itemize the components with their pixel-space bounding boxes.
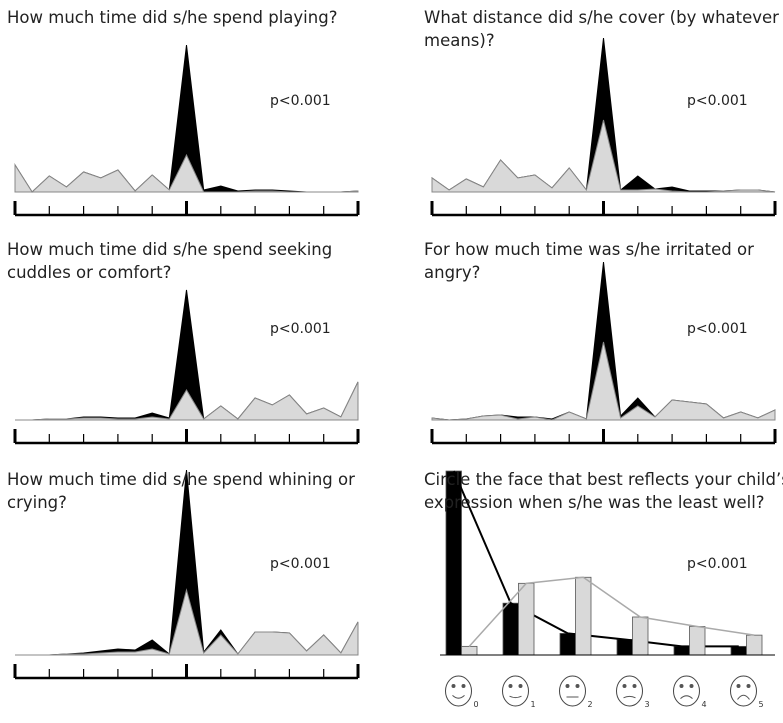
bar bbox=[731, 646, 747, 655]
x-tick-label: 0 bbox=[474, 700, 479, 709]
face-icon bbox=[560, 676, 586, 706]
face-icon bbox=[617, 676, 643, 706]
bar bbox=[747, 635, 763, 655]
bar bbox=[617, 639, 633, 655]
bar bbox=[576, 577, 592, 655]
face-eye bbox=[576, 684, 580, 688]
p-value: p<0.001 bbox=[270, 93, 331, 109]
face-icon bbox=[503, 676, 529, 706]
x-tick-label: 2 bbox=[588, 700, 593, 709]
p-value: p<0.001 bbox=[270, 556, 331, 572]
face-eye bbox=[633, 684, 637, 688]
p-value: p<0.001 bbox=[687, 321, 748, 337]
panel-title: For how much time was s/he irritated or … bbox=[424, 238, 783, 284]
bar bbox=[560, 633, 576, 655]
figure: p<0.001 p<0.001 p<0.001 p<0.001 p<0.001 p<0.0… bbox=[0, 0, 783, 723]
face-eye bbox=[452, 684, 456, 688]
face-eye bbox=[737, 684, 741, 688]
panel-title: How much time did s/he spend seeking cud… bbox=[7, 238, 379, 284]
face-eye bbox=[566, 684, 570, 688]
p-value: p<0.001 bbox=[687, 93, 748, 109]
p-value: p<0.001 bbox=[687, 556, 748, 572]
face-eye bbox=[462, 684, 466, 688]
panel-title: How much time did s/he spend playing? bbox=[7, 6, 379, 29]
panel-title: What distance did s/he cover (by whateve… bbox=[424, 6, 783, 52]
area bbox=[432, 342, 775, 420]
area bbox=[15, 590, 358, 655]
x-tick-label: 3 bbox=[645, 700, 650, 709]
panel-title: Circle the face that best reflects your … bbox=[424, 468, 783, 514]
bar bbox=[674, 646, 690, 655]
area bbox=[432, 120, 775, 192]
face-eye bbox=[623, 684, 627, 688]
bar bbox=[503, 603, 519, 655]
p-value: p<0.001 bbox=[270, 321, 331, 337]
area bbox=[15, 155, 358, 192]
x-tick-label: 1 bbox=[531, 700, 536, 709]
chart: p<0.001 p<0.001 p<0.001 p<0.001 p<0.001 p<0.0… bbox=[0, 0, 783, 723]
face-eye bbox=[690, 684, 694, 688]
bar bbox=[690, 627, 706, 656]
bar bbox=[633, 617, 649, 655]
x-tick-label: 5 bbox=[759, 700, 764, 709]
face-icon bbox=[731, 676, 757, 706]
face-eye bbox=[680, 684, 684, 688]
x-tick-label: 4 bbox=[702, 700, 707, 709]
face-icon bbox=[446, 676, 472, 706]
face-eye bbox=[747, 684, 751, 688]
bar bbox=[462, 646, 478, 655]
panel-title: How much time did s/he spend whining or … bbox=[7, 468, 379, 514]
face-icon bbox=[674, 676, 700, 706]
face-eye bbox=[509, 684, 513, 688]
face-eye bbox=[519, 684, 523, 688]
bar bbox=[519, 583, 535, 655]
